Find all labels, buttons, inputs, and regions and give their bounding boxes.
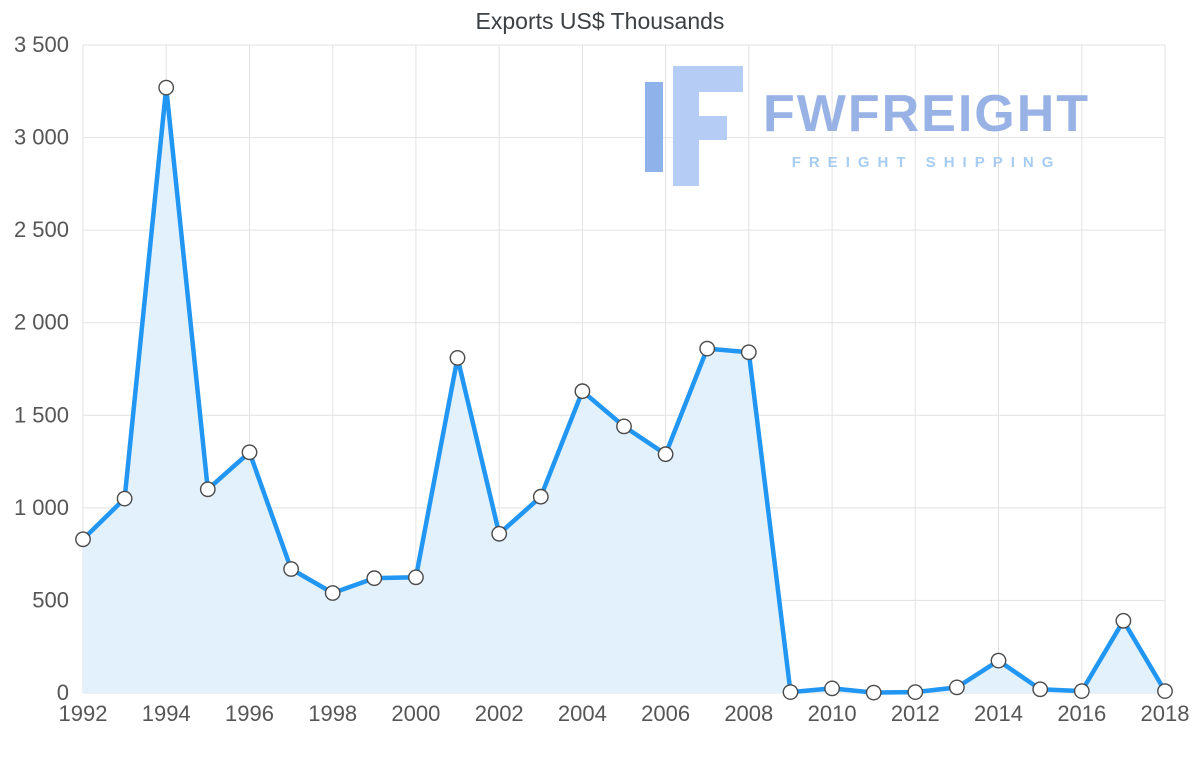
svg-text:2014: 2014 bbox=[974, 701, 1023, 726]
svg-text:2008: 2008 bbox=[724, 701, 773, 726]
svg-text:2004: 2004 bbox=[558, 701, 607, 726]
svg-text:0: 0 bbox=[57, 680, 69, 705]
svg-text:1 000: 1 000 bbox=[14, 495, 69, 520]
chart-title: Exports US$ Thousands bbox=[475, 8, 725, 34]
svg-text:1994: 1994 bbox=[142, 701, 191, 726]
svg-text:2 000: 2 000 bbox=[14, 310, 69, 335]
svg-text:2002: 2002 bbox=[475, 701, 524, 726]
svg-text:2 500: 2 500 bbox=[14, 217, 69, 242]
svg-text:1992: 1992 bbox=[59, 701, 108, 726]
svg-text:1 500: 1 500 bbox=[14, 402, 69, 427]
svg-text:1996: 1996 bbox=[225, 701, 274, 726]
svg-text:2012: 2012 bbox=[891, 701, 940, 726]
svg-text:2010: 2010 bbox=[808, 701, 857, 726]
svg-text:3 500: 3 500 bbox=[14, 32, 69, 57]
svg-text:2016: 2016 bbox=[1057, 701, 1106, 726]
svg-text:2006: 2006 bbox=[641, 701, 690, 726]
svg-text:3 000: 3 000 bbox=[14, 125, 69, 150]
svg-text:2018: 2018 bbox=[1141, 701, 1190, 726]
svg-text:500: 500 bbox=[32, 587, 69, 612]
svg-text:1998: 1998 bbox=[308, 701, 357, 726]
svg-text:2000: 2000 bbox=[391, 701, 440, 726]
